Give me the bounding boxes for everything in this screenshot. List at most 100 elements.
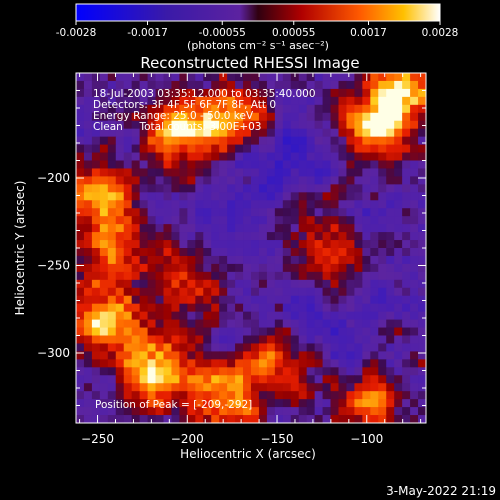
heatmap-cell bbox=[322, 415, 331, 424]
heatmap-cell bbox=[243, 248, 252, 257]
heatmap-cell bbox=[266, 255, 276, 265]
heatmap-cell bbox=[298, 327, 308, 336]
heatmap-cell bbox=[147, 96, 156, 106]
heatmap-cell bbox=[322, 232, 331, 241]
heatmap-cell bbox=[418, 176, 427, 185]
heatmap-cell bbox=[314, 351, 323, 360]
heatmap-cell bbox=[298, 136, 308, 145]
heatmap-cell bbox=[306, 73, 316, 82]
heatmap-cell bbox=[131, 200, 141, 209]
heatmap-cell bbox=[131, 407, 141, 416]
heatmap-cell bbox=[99, 335, 109, 344]
heatmap-cell bbox=[314, 327, 323, 336]
heatmap-cell bbox=[346, 240, 355, 249]
heatmap-cell bbox=[115, 88, 125, 98]
heatmap-cell bbox=[227, 152, 236, 161]
heatmap-cell bbox=[314, 136, 323, 145]
heatmap-cell bbox=[330, 319, 339, 328]
heatmap-cell bbox=[131, 96, 141, 106]
heatmap-cell bbox=[394, 287, 403, 297]
x-tick-label: −250 bbox=[81, 432, 114, 446]
annotation-detectors: Detectors: 3F 4F 5F 6F 7F 8F, Att 0 bbox=[93, 99, 276, 111]
heatmap-cell bbox=[370, 240, 379, 249]
heatmap-cell bbox=[314, 407, 323, 416]
heatmap-cell bbox=[219, 279, 228, 289]
heatmap-cell bbox=[418, 391, 427, 400]
heatmap-cell bbox=[346, 96, 355, 106]
heatmap-cell bbox=[386, 160, 395, 169]
heatmap-cell bbox=[235, 311, 244, 320]
heatmap-cell bbox=[179, 208, 188, 217]
heatmap-cell bbox=[314, 128, 323, 138]
heatmap-cell bbox=[354, 311, 363, 320]
heatmap-cell bbox=[203, 184, 212, 193]
heatmap-cell bbox=[147, 88, 156, 98]
heatmap-cell bbox=[402, 319, 411, 328]
heatmap-cell bbox=[298, 407, 308, 416]
heatmap-cell bbox=[258, 120, 268, 130]
heatmap-cell bbox=[362, 287, 371, 297]
heatmap-cell bbox=[187, 160, 196, 169]
heatmap-cell bbox=[330, 327, 339, 336]
heatmap-cell bbox=[91, 383, 101, 392]
heatmap-cell bbox=[99, 375, 109, 384]
heatmap-cell bbox=[251, 263, 260, 273]
heatmap-cell bbox=[410, 176, 419, 185]
heatmap-cell bbox=[131, 367, 141, 376]
heatmap-cell bbox=[107, 399, 117, 408]
heatmap-cell bbox=[107, 184, 117, 193]
heatmap-cell bbox=[418, 255, 427, 265]
heatmap-cell bbox=[266, 240, 276, 249]
heatmap-cell bbox=[123, 120, 133, 130]
heatmap-cell bbox=[394, 184, 403, 193]
heatmap-cell bbox=[378, 415, 387, 424]
heatmap-cell bbox=[147, 359, 156, 368]
heatmap-cell bbox=[290, 359, 300, 368]
heatmap-cell bbox=[282, 192, 292, 201]
heatmap-cell bbox=[219, 375, 228, 384]
heatmap-cell bbox=[107, 224, 117, 233]
heatmap-cell bbox=[76, 232, 85, 241]
heatmap-cell bbox=[290, 200, 300, 209]
heatmap-cell bbox=[243, 120, 252, 130]
heatmap-cell bbox=[346, 271, 355, 281]
heatmap-cell bbox=[314, 200, 323, 209]
heatmap-cell bbox=[282, 128, 292, 138]
heatmap-cell bbox=[251, 200, 260, 209]
heatmap-cell bbox=[91, 335, 101, 344]
heatmap-cell bbox=[211, 144, 220, 153]
heatmap-cell bbox=[258, 319, 268, 328]
heatmap-cell bbox=[203, 375, 212, 384]
heatmap-cell bbox=[354, 343, 363, 352]
heatmap-cell bbox=[258, 367, 268, 376]
heatmap-cell bbox=[282, 216, 292, 225]
heatmap-cell bbox=[139, 295, 148, 305]
heatmap-cell bbox=[219, 232, 228, 241]
heatmap-cell bbox=[330, 232, 339, 241]
heatmap-cell bbox=[290, 136, 300, 145]
heatmap-cell bbox=[219, 271, 228, 281]
heatmap-cell bbox=[346, 391, 355, 400]
heatmap-cell bbox=[274, 120, 284, 130]
heatmap-cell bbox=[338, 248, 347, 257]
heatmap-cell bbox=[251, 415, 260, 424]
heatmap-cell bbox=[386, 73, 395, 82]
heatmap-cell bbox=[83, 399, 93, 408]
heatmap-cell bbox=[91, 240, 101, 249]
heatmap-cell bbox=[378, 327, 387, 336]
heatmap-cell bbox=[322, 80, 331, 90]
heatmap-cell bbox=[195, 176, 204, 185]
heatmap-cell bbox=[330, 335, 339, 344]
heatmap-cell bbox=[282, 367, 292, 376]
heatmap-cell bbox=[179, 263, 188, 273]
heatmap-cell bbox=[274, 287, 284, 297]
heatmap-cell bbox=[410, 343, 419, 352]
heatmap-cell bbox=[107, 168, 117, 177]
heatmap-cell bbox=[131, 152, 141, 161]
heatmap-cell bbox=[306, 176, 316, 185]
heatmap-cell bbox=[378, 375, 387, 384]
heatmap-cell bbox=[258, 415, 268, 424]
heatmap-cell bbox=[131, 415, 141, 424]
heatmap-cell bbox=[171, 343, 180, 352]
heatmap-cell bbox=[402, 120, 411, 130]
